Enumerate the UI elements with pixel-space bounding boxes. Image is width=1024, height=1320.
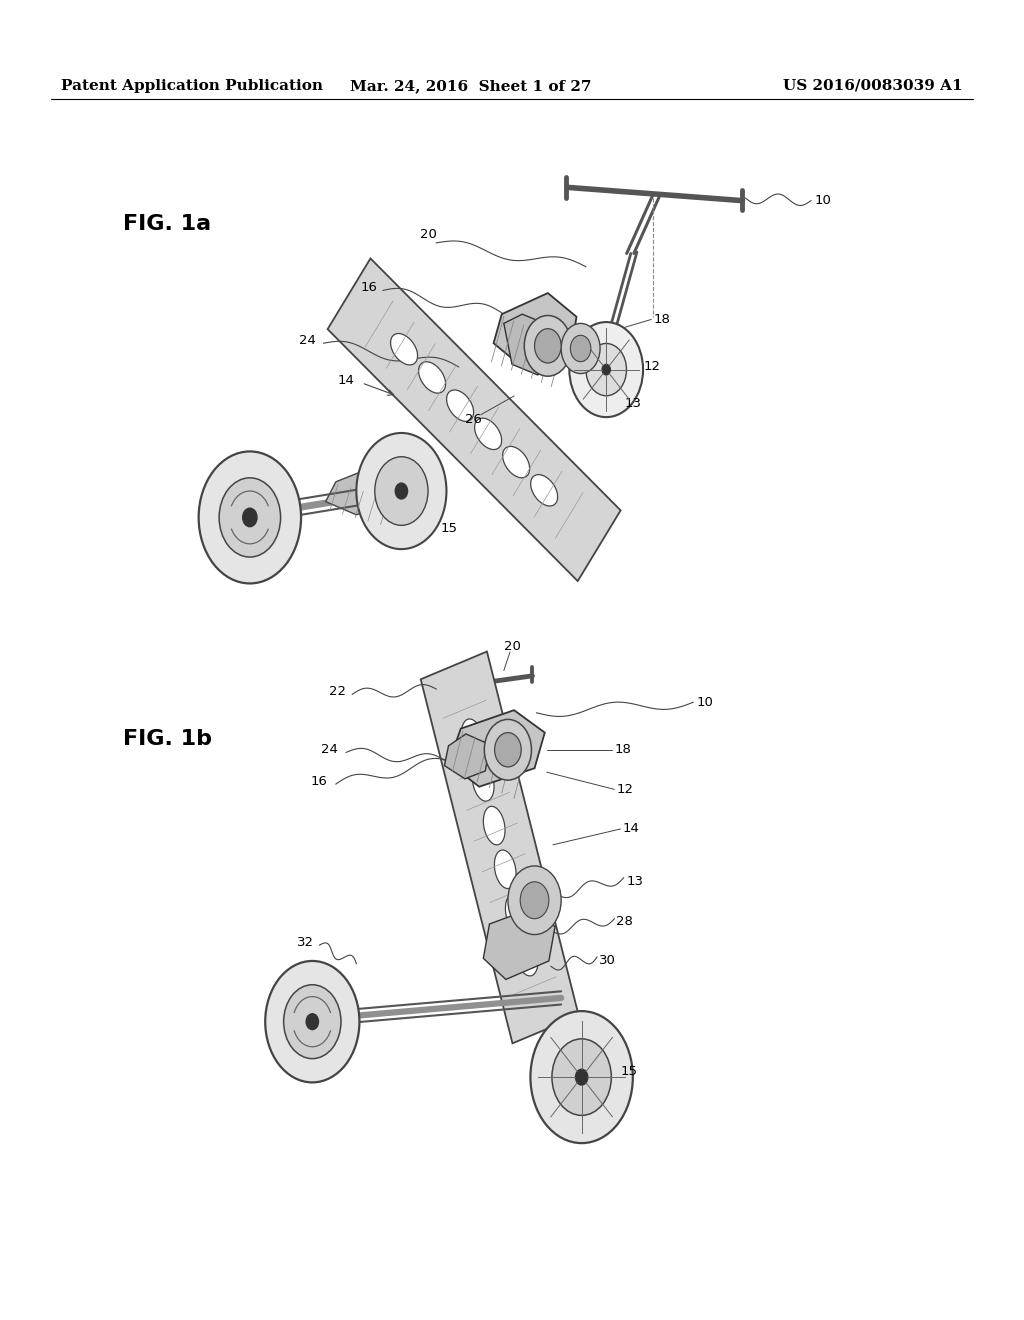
- Text: 14: 14: [338, 374, 354, 387]
- Text: 13: 13: [627, 875, 644, 888]
- Text: 24: 24: [322, 743, 338, 756]
- Circle shape: [535, 329, 561, 363]
- Text: 24: 24: [299, 334, 315, 347]
- Circle shape: [602, 364, 610, 375]
- Text: FIG. 1a: FIG. 1a: [123, 214, 211, 235]
- Ellipse shape: [446, 389, 474, 421]
- Polygon shape: [326, 465, 410, 515]
- Polygon shape: [328, 259, 621, 581]
- Polygon shape: [483, 908, 555, 979]
- Text: 26: 26: [465, 413, 481, 426]
- Text: Patent Application Publication: Patent Application Publication: [61, 79, 324, 92]
- Text: 18: 18: [614, 743, 631, 756]
- Circle shape: [199, 451, 301, 583]
- Circle shape: [265, 961, 359, 1082]
- Text: 15: 15: [621, 1065, 638, 1078]
- Text: 12: 12: [616, 783, 634, 796]
- Text: 22: 22: [238, 484, 254, 498]
- Circle shape: [520, 882, 549, 919]
- Circle shape: [569, 322, 643, 417]
- Circle shape: [495, 733, 521, 767]
- Text: 20: 20: [504, 640, 520, 653]
- Text: 14: 14: [623, 822, 639, 836]
- Ellipse shape: [472, 763, 494, 801]
- Circle shape: [395, 483, 408, 499]
- Text: 12: 12: [643, 360, 660, 374]
- Ellipse shape: [483, 807, 505, 845]
- Text: 10: 10: [814, 194, 830, 207]
- Text: 30: 30: [599, 954, 615, 968]
- Text: FIG. 1b: FIG. 1b: [123, 729, 212, 750]
- Text: US 2016/0083039 A1: US 2016/0083039 A1: [783, 79, 963, 92]
- Ellipse shape: [530, 475, 558, 506]
- Text: Mar. 24, 2016  Sheet 1 of 27: Mar. 24, 2016 Sheet 1 of 27: [350, 79, 592, 92]
- Circle shape: [561, 323, 600, 374]
- Ellipse shape: [516, 937, 538, 975]
- Text: 28: 28: [616, 915, 633, 928]
- Circle shape: [219, 478, 281, 557]
- Text: 16: 16: [360, 281, 377, 294]
- Circle shape: [284, 985, 341, 1059]
- Polygon shape: [504, 314, 561, 375]
- Text: 10: 10: [696, 696, 713, 709]
- Text: 32: 32: [297, 936, 313, 949]
- Circle shape: [508, 866, 561, 935]
- Circle shape: [243, 508, 257, 527]
- Polygon shape: [421, 652, 579, 1043]
- Ellipse shape: [462, 719, 483, 758]
- Circle shape: [586, 343, 627, 396]
- Text: 20: 20: [420, 228, 436, 242]
- Circle shape: [575, 1069, 588, 1085]
- Circle shape: [552, 1039, 611, 1115]
- Text: 18: 18: [653, 313, 670, 326]
- Circle shape: [375, 457, 428, 525]
- Circle shape: [570, 335, 591, 362]
- Ellipse shape: [474, 418, 502, 450]
- Circle shape: [484, 719, 531, 780]
- Ellipse shape: [419, 362, 445, 393]
- Text: 22: 22: [330, 685, 346, 698]
- Ellipse shape: [506, 894, 527, 932]
- Circle shape: [530, 1011, 633, 1143]
- Circle shape: [356, 433, 446, 549]
- Ellipse shape: [390, 334, 418, 364]
- Circle shape: [306, 1014, 318, 1030]
- Text: 15: 15: [440, 521, 458, 535]
- Polygon shape: [444, 734, 489, 779]
- Polygon shape: [449, 710, 545, 787]
- Text: 16: 16: [311, 775, 328, 788]
- Circle shape: [524, 315, 571, 376]
- Text: 13: 13: [625, 397, 642, 411]
- Polygon shape: [494, 293, 577, 367]
- Ellipse shape: [495, 850, 516, 888]
- Ellipse shape: [503, 446, 529, 478]
